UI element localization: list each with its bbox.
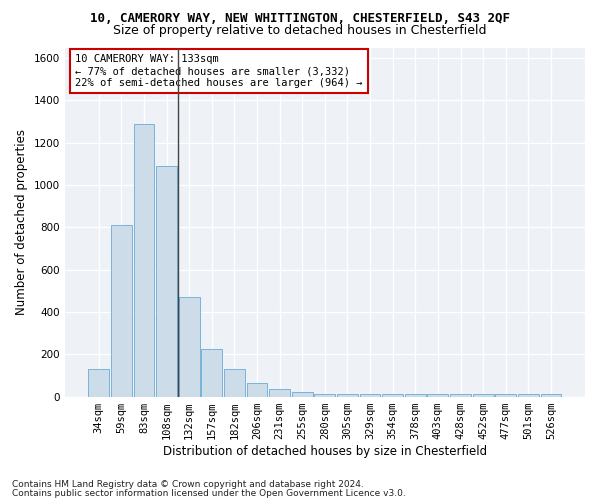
Bar [314,394,335,396]
Text: Size of property relative to detached houses in Chesterfield: Size of property relative to detached ho… [113,24,487,37]
Bar [473,394,494,396]
X-axis label: Distribution of detached houses by size in Chesterfield: Distribution of detached houses by size … [163,444,487,458]
Bar [450,394,471,396]
Bar [179,297,200,396]
Bar [427,394,448,396]
Text: 10, CAMERORY WAY, NEW WHITTINGTON, CHESTERFIELD, S43 2QF: 10, CAMERORY WAY, NEW WHITTINGTON, CHEST… [90,12,510,26]
Bar [269,389,290,396]
Bar [518,394,539,396]
Text: Contains HM Land Registry data © Crown copyright and database right 2024.: Contains HM Land Registry data © Crown c… [12,480,364,489]
Bar [405,394,425,396]
Bar [156,166,177,396]
Bar [359,394,380,396]
Bar [111,225,132,396]
Bar [292,392,313,396]
Bar [134,124,154,396]
Text: 10 CAMERORY WAY: 133sqm
← 77% of detached houses are smaller (3,332)
22% of semi: 10 CAMERORY WAY: 133sqm ← 77% of detache… [75,54,362,88]
Bar [224,369,245,396]
Bar [496,394,516,396]
Bar [88,369,109,396]
Bar [202,349,222,397]
Bar [382,394,403,396]
Bar [337,394,358,396]
Y-axis label: Number of detached properties: Number of detached properties [15,129,28,315]
Text: Contains public sector information licensed under the Open Government Licence v3: Contains public sector information licen… [12,488,406,498]
Bar [247,383,268,396]
Bar [541,394,562,396]
